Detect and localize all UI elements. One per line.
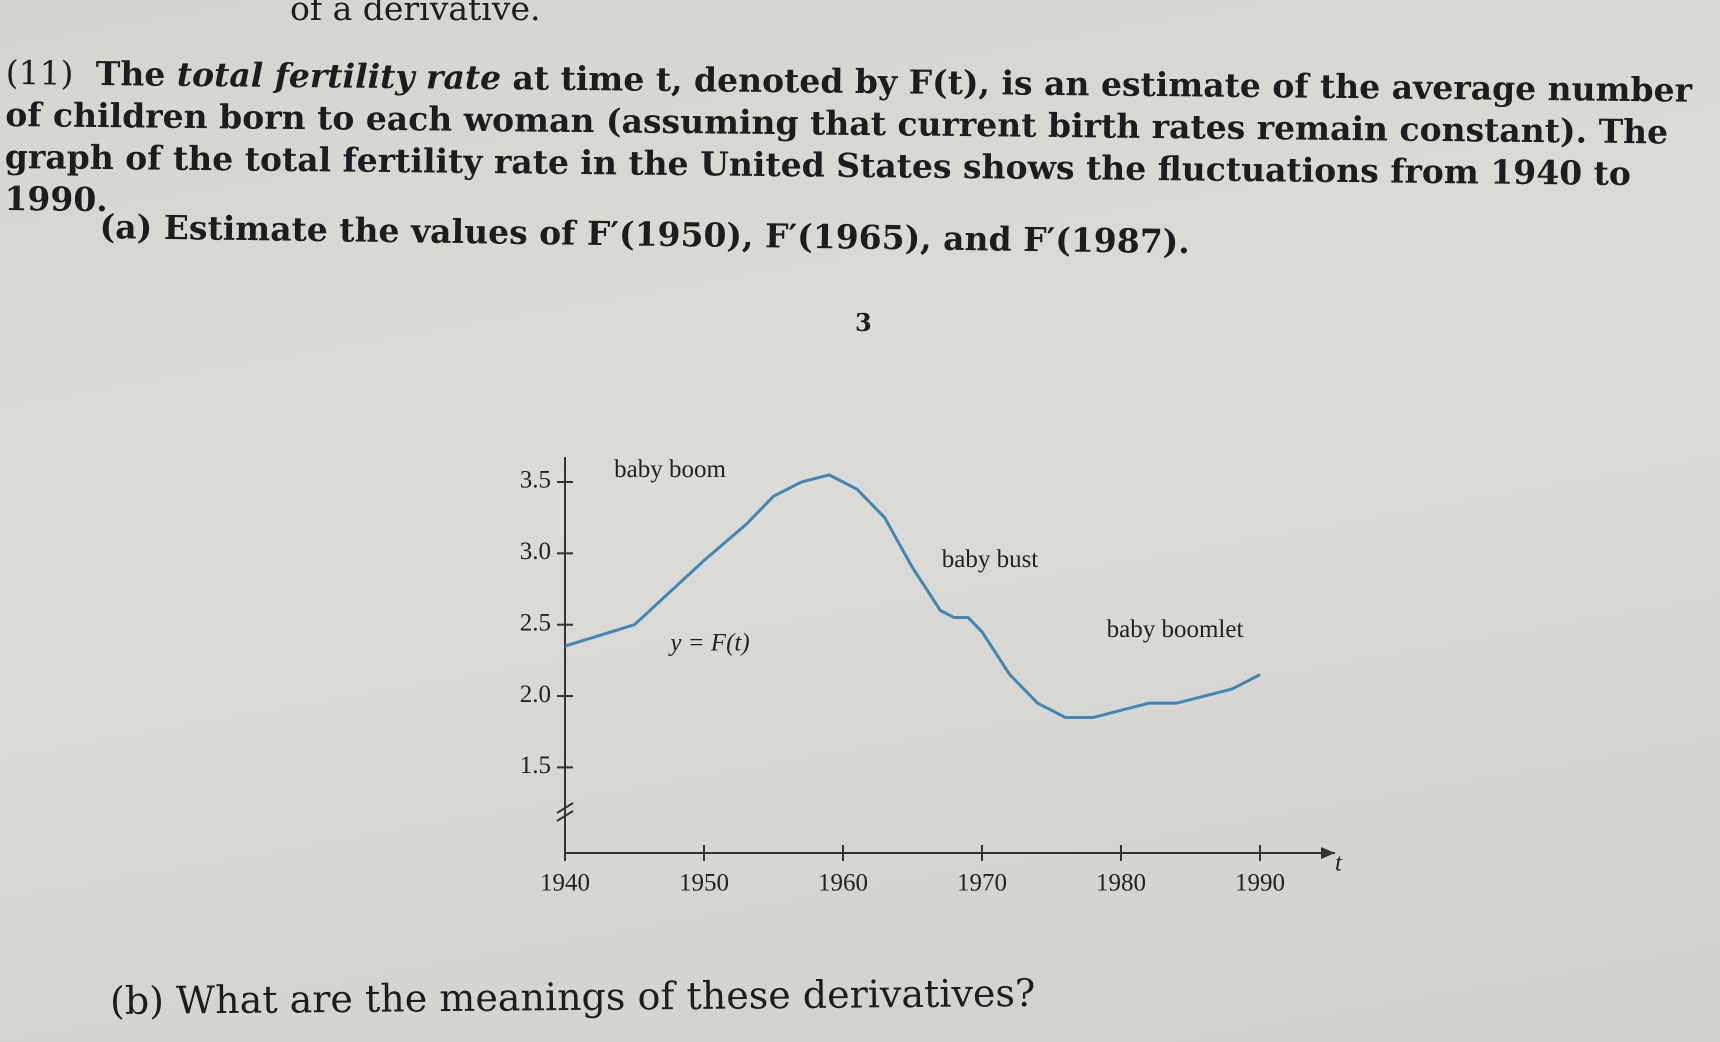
x-tick-label: 1940 <box>540 870 590 897</box>
x-axis-label: t <box>1335 850 1343 877</box>
y-tick-label: 1.5 <box>520 752 551 779</box>
annotation: baby boom <box>614 456 726 483</box>
header-fragment: of a derivative. <box>290 0 541 28</box>
y-tick-label: 3.5 <box>520 467 551 494</box>
x-tick-label: 1960 <box>818 870 868 897</box>
axis-arrow <box>1321 847 1335 859</box>
series-label: y = F(t) <box>667 630 749 657</box>
fertility-line <box>564 473 1261 719</box>
page-number: 3 <box>855 308 872 337</box>
part-b: (b) What are the meanings of these deriv… <box>109 970 1036 1024</box>
x-tick-label: 1980 <box>1096 870 1146 897</box>
x-tick-label: 1970 <box>957 870 1007 897</box>
x-tick-label: 1950 <box>679 870 729 897</box>
y-tick-label: 2.5 <box>520 609 551 636</box>
y-tick-label: 2.0 <box>520 681 551 708</box>
y-tick-label: 3.0 <box>520 538 551 565</box>
x-tick-label: 1990 <box>1235 870 1285 897</box>
annotation: baby boomlet <box>1106 616 1244 643</box>
annotation: baby bust <box>941 546 1039 573</box>
axis-break <box>556 802 574 822</box>
